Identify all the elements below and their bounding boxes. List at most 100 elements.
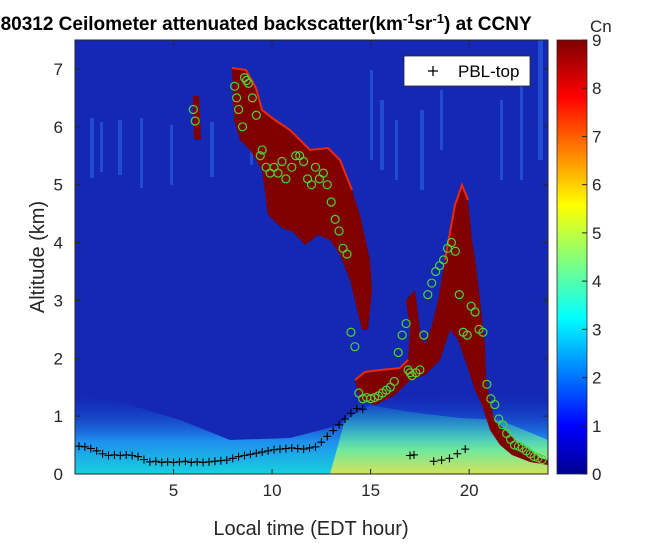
- pbl-point: [193, 457, 202, 466]
- y-tick-label: 5: [54, 176, 63, 195]
- cloud-base-point: [190, 116, 200, 126]
- colorbar-tick-label: 8: [592, 79, 601, 98]
- cloud-base-point: [397, 330, 407, 340]
- pbl-point: [210, 457, 219, 466]
- pbl-point: [293, 444, 302, 453]
- cloud-base-series: [188, 73, 547, 465]
- cloud-base-point: [419, 330, 429, 340]
- cloud-base-point: [330, 214, 340, 224]
- cloud-base-point: [490, 399, 500, 410]
- title-mid: sr: [414, 14, 433, 35]
- y-tick-label: 4: [54, 234, 63, 253]
- cloud-base-point: [243, 78, 254, 89]
- x-tick-label: 10: [263, 481, 282, 500]
- cloud-base-point: [366, 394, 376, 404]
- colorbar-tick-label: 3: [592, 320, 601, 339]
- cloud-base-point: [438, 255, 449, 265]
- pbl-point: [222, 456, 231, 465]
- pbl-point: [169, 458, 178, 467]
- cloud-base-point: [405, 368, 415, 378]
- pbl-point: [329, 426, 338, 435]
- cloud-base-point: [470, 307, 480, 317]
- colorbar-tick-label: 4: [592, 272, 601, 291]
- pbl-point: [299, 445, 308, 454]
- pbl-point: [74, 442, 83, 451]
- pbl-point: [122, 450, 131, 459]
- y-tick-label: 3: [54, 291, 63, 310]
- backscatter-field: [75, 40, 548, 474]
- pbl-point: [151, 457, 160, 466]
- colorbar-tick-label: 6: [592, 176, 601, 195]
- cloud-base-point: [318, 168, 328, 178]
- cloud-base-point: [322, 180, 332, 190]
- pbl-point: [128, 451, 137, 460]
- pbl-point: [281, 444, 290, 453]
- title-suffix: ) at CCNY: [444, 14, 532, 35]
- pbl-point: [358, 405, 367, 414]
- pbl-point: [240, 451, 249, 460]
- cloud-base-point: [310, 162, 321, 172]
- y-axis-label: Altitude (km): [27, 201, 49, 313]
- pbl-point: [92, 446, 101, 455]
- colorbar-tick-label: 9: [592, 31, 601, 50]
- cloud-base-point: [450, 246, 460, 256]
- legend: PBL-top: [403, 55, 531, 87]
- cloud-base-point: [529, 452, 539, 462]
- pbl-point: [335, 420, 344, 429]
- colorbar-tick-label: 0: [592, 465, 601, 484]
- cloud-base-point: [427, 278, 437, 288]
- pbl-point: [175, 457, 184, 466]
- cloud-base-point: [230, 81, 240, 91]
- pbl-point: [461, 445, 470, 454]
- y-tick-label: 0: [54, 465, 63, 484]
- cloud-layers: [193, 68, 548, 465]
- pbl-point: [234, 452, 243, 461]
- y-axis: 0 1 2 3 4 5 6 7: [54, 60, 548, 484]
- title-prefix: 180312 Ceilometer attenuated backscatter…: [0, 14, 403, 35]
- colorbar-ticks: 0 1 2 3 4 5 6 7 8 9: [582, 31, 601, 484]
- y-tick-label: 6: [54, 118, 63, 137]
- legend-box: [403, 55, 531, 87]
- cloud-base-point: [277, 156, 287, 167]
- cloud-base-point: [255, 151, 265, 161]
- cloud-base-point: [401, 318, 411, 329]
- pbl-point: [341, 415, 350, 424]
- pbl-point: [406, 451, 415, 460]
- pbl-point: [199, 458, 208, 467]
- colorbar-tick-label: 2: [592, 369, 601, 388]
- pbl-point: [252, 449, 261, 458]
- pbl-point: [445, 454, 454, 463]
- pbl-point: [346, 409, 355, 418]
- cloud-base-point: [509, 440, 520, 450]
- cloud-base-point: [389, 376, 399, 387]
- cloud-base-point: [233, 104, 244, 115]
- cloud-edges: [231, 67, 469, 381]
- pbl-point: [258, 448, 267, 457]
- pbl-point: [270, 445, 279, 454]
- cloud-base-point: [326, 197, 336, 207]
- x-tick-label: 15: [361, 481, 380, 500]
- colorbar-tick-label: 7: [592, 127, 601, 146]
- pbl-point: [246, 450, 255, 459]
- pbl-point: [205, 457, 214, 466]
- x-axis: 5 10 15 20: [169, 40, 479, 500]
- cloud-base-point: [291, 151, 301, 161]
- pbl-point: [352, 404, 361, 413]
- cloud-base-point: [342, 249, 352, 259]
- cloud-base-point: [257, 145, 267, 155]
- pbl-point: [110, 450, 119, 459]
- legend-marker: [428, 66, 438, 76]
- cloud-base-point: [188, 104, 198, 115]
- pbl-point: [264, 446, 273, 455]
- x-axis-label: Local time (EDT hour): [213, 518, 408, 540]
- pbl-top-series: [74, 404, 470, 467]
- pbl-point: [157, 458, 166, 467]
- pbl-point: [187, 458, 196, 467]
- pbl-point: [228, 454, 237, 463]
- y-tick-label: 2: [54, 349, 63, 368]
- cloud-base-point: [247, 93, 257, 103]
- cloud-base-point: [346, 327, 356, 337]
- pbl-point: [116, 451, 125, 460]
- pbl-point: [181, 457, 190, 466]
